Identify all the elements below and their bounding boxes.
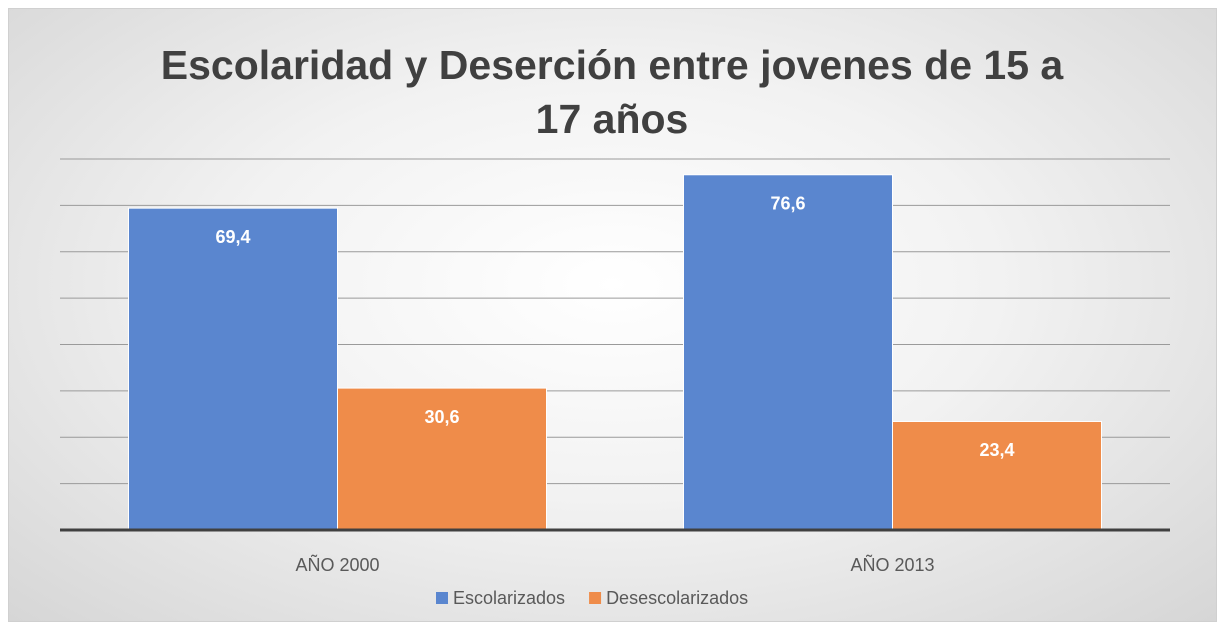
bar xyxy=(892,420,1102,531)
bar xyxy=(337,387,547,531)
legend-label: Escolarizados xyxy=(453,588,565,608)
bar xyxy=(683,174,893,531)
data-label: 30,6 xyxy=(424,407,459,427)
data-label: 69,4 xyxy=(215,227,250,247)
x-tick-label: AÑO 2013 xyxy=(850,554,934,575)
x-tick-label: AÑO 2000 xyxy=(295,554,379,575)
data-label: 23,4 xyxy=(979,440,1014,460)
legend-swatch xyxy=(436,592,448,604)
legend-label: Desescolarizados xyxy=(606,588,748,608)
chart-title: Escolaridad y Deserción entre jovenes de… xyxy=(160,42,1064,142)
legend-swatch xyxy=(589,592,602,604)
data-label: 76,6 xyxy=(770,194,805,214)
bar xyxy=(128,207,338,531)
